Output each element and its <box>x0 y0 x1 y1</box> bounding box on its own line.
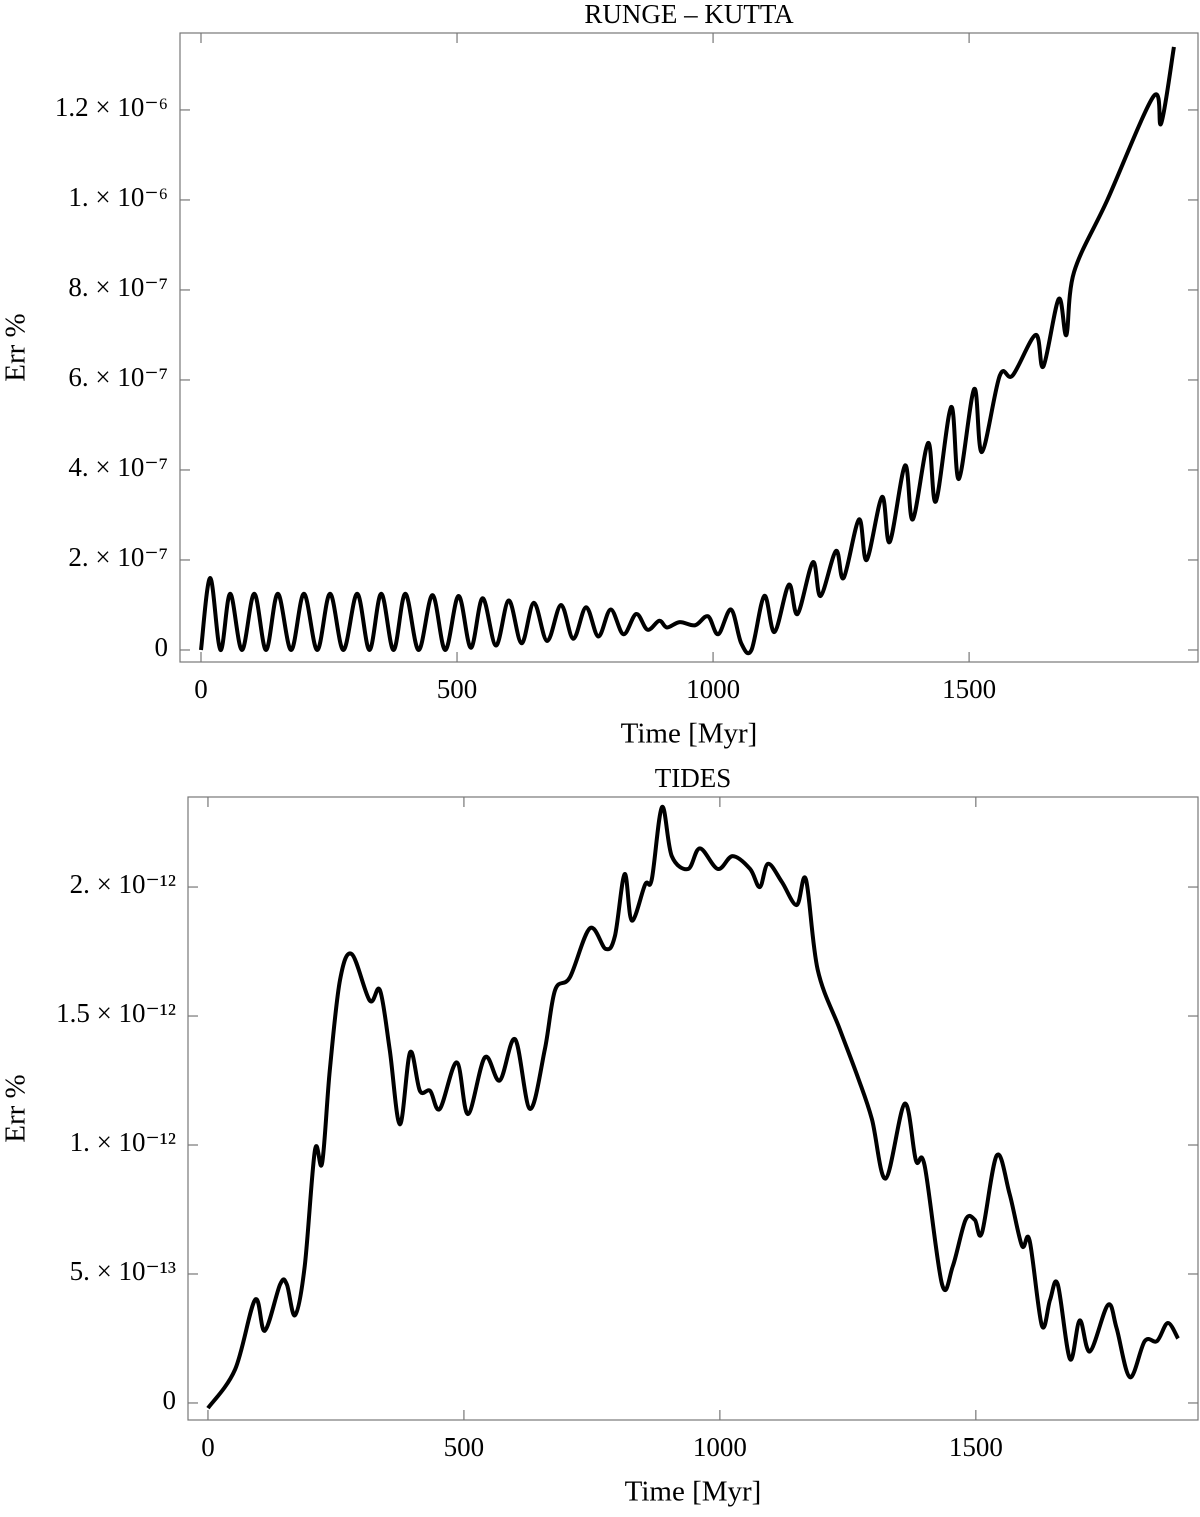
y-tick-label: 6. × 10⁻⁷ <box>68 362 168 392</box>
x-axis-label: Time [Myr] <box>625 1476 762 1508</box>
y-tick-label: 1.5 × 10⁻¹² <box>56 998 176 1028</box>
y-tick-label: 2. × 10⁻¹² <box>70 869 176 899</box>
x-tick-label: 1500 <box>949 1432 1003 1462</box>
y-tick-label: 0 <box>155 632 169 662</box>
chart-title: RUNGE – KUTTA <box>584 0 794 29</box>
x-tick-label: 500 <box>437 674 478 704</box>
chart-title: TIDES <box>655 763 732 793</box>
x-tick-label: 500 <box>444 1432 485 1462</box>
y-axis-label: Err % <box>0 1074 32 1142</box>
y-tick-label: 1. × 10⁻¹² <box>70 1127 176 1157</box>
y-tick-label: 1. × 10⁻⁶ <box>68 182 168 212</box>
y-tick-label: 2. × 10⁻⁷ <box>68 542 168 572</box>
plot-frame <box>179 32 1199 663</box>
x-tick-label: 1000 <box>693 1432 747 1462</box>
y-tick-label: 0 <box>163 1385 177 1415</box>
line-series <box>206 805 1180 1410</box>
x-tick-label: 0 <box>201 1432 215 1462</box>
plot-frame <box>187 796 1199 1421</box>
x-axis-label: Time [Myr] <box>621 718 758 750</box>
y-tick-label: 4. × 10⁻⁷ <box>68 452 168 482</box>
y-tick-label: 1.2 × 10⁻⁶ <box>55 92 168 122</box>
y-axis-label: Err % <box>0 313 32 381</box>
x-tick-label: 0 <box>194 674 208 704</box>
x-tick-label: 1000 <box>686 674 740 704</box>
line-series <box>199 46 1176 656</box>
y-tick-label: 8. × 10⁻⁷ <box>68 272 168 302</box>
y-tick-label: 5. × 10⁻¹³ <box>70 1256 176 1286</box>
x-tick-label: 1500 <box>942 674 996 704</box>
